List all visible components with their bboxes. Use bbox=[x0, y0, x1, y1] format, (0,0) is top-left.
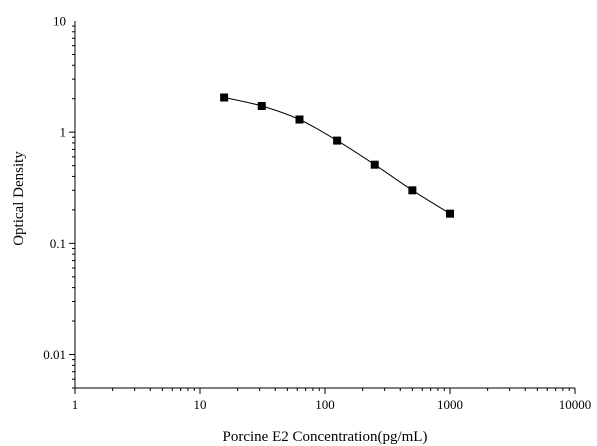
x-tick-label: 100 bbox=[315, 397, 335, 412]
data-point bbox=[257, 101, 266, 110]
data-point bbox=[408, 186, 417, 195]
y-tick-label: 1 bbox=[60, 125, 67, 140]
x-axis: 1 10 100 1000 10000 bbox=[72, 387, 592, 412]
x-tick-label: 1 bbox=[72, 397, 79, 412]
data-point bbox=[370, 160, 379, 169]
x-tick-label: 10000 bbox=[559, 397, 592, 412]
series-layer bbox=[220, 93, 454, 218]
y-tick-label: 0.1 bbox=[50, 236, 66, 251]
data-point bbox=[220, 93, 229, 102]
x-axis-title: Porcine E2 Concentration(pg/mL) bbox=[223, 429, 428, 445]
y-tick-label: 10 bbox=[53, 14, 66, 29]
x-tick-label: 10 bbox=[194, 397, 207, 412]
data-point bbox=[333, 136, 342, 145]
series-line bbox=[224, 97, 451, 215]
data-point bbox=[295, 115, 304, 124]
x-tick-label: 1000 bbox=[437, 397, 463, 412]
data-point bbox=[446, 209, 454, 218]
y-axis-title: Optical Density bbox=[11, 151, 27, 246]
y-tick-label: 0.01 bbox=[43, 347, 66, 362]
y-axis: 0.01 0.1 1 10 bbox=[43, 14, 76, 389]
